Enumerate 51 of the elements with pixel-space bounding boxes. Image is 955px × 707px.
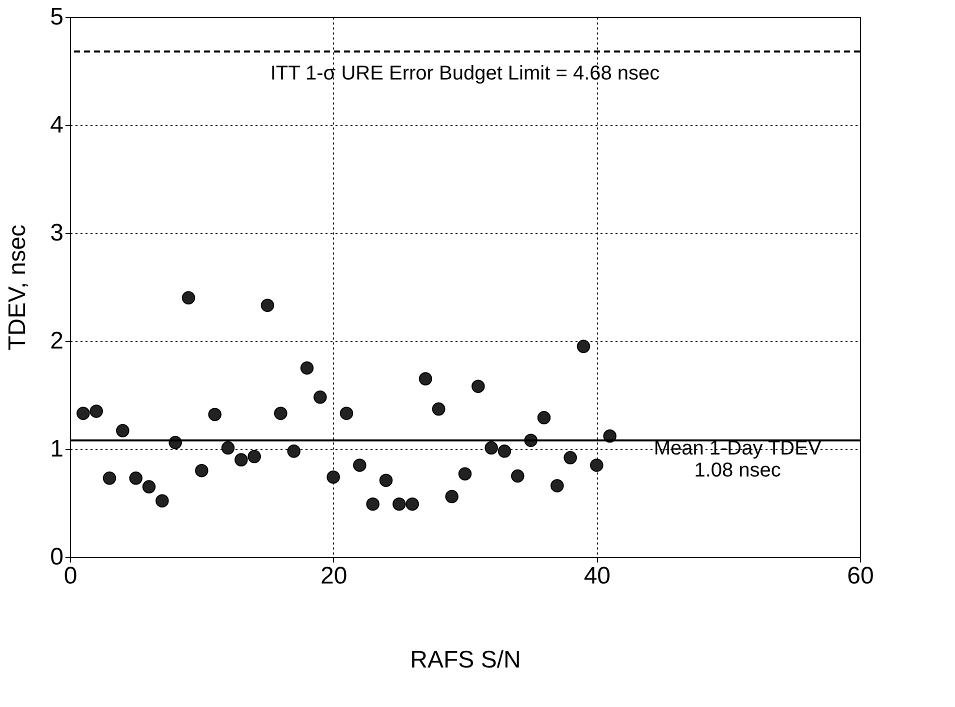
point xyxy=(550,479,564,492)
x-axis-title: RAFS S/N xyxy=(410,646,521,674)
point xyxy=(458,467,472,480)
ref-line-label: ITT 1-σ URE Error Budget Limit = 4.68 nsec xyxy=(270,62,660,85)
point xyxy=(248,450,261,464)
x-tick-label: 60 xyxy=(847,562,874,590)
y-tick-label: 2 xyxy=(50,328,64,354)
point xyxy=(129,472,142,485)
x-tick-label: 20 xyxy=(320,562,348,590)
point xyxy=(445,490,458,504)
point xyxy=(326,470,340,484)
point xyxy=(300,361,314,375)
point xyxy=(102,472,116,485)
point xyxy=(156,494,169,508)
point xyxy=(564,451,577,464)
point xyxy=(287,444,300,458)
point xyxy=(353,458,366,472)
point xyxy=(182,291,196,304)
x-tick-label: 40 xyxy=(584,562,611,590)
point xyxy=(340,406,354,420)
point xyxy=(511,469,524,483)
point xyxy=(472,380,485,393)
point xyxy=(260,298,274,312)
point xyxy=(195,464,208,478)
y-tick-label: 0 xyxy=(50,544,64,570)
point xyxy=(366,497,380,511)
point xyxy=(498,444,512,458)
point xyxy=(379,474,393,487)
point xyxy=(221,441,235,455)
ref-line-label: Mean 1-Day TDEV 1.08 nsec xyxy=(654,437,822,482)
point xyxy=(537,411,551,424)
point xyxy=(576,340,590,354)
y-tick-label: 3 xyxy=(50,220,64,246)
point xyxy=(208,408,222,422)
point xyxy=(406,497,419,511)
point xyxy=(116,424,130,438)
point xyxy=(590,458,604,472)
y-tick-label: 5 xyxy=(50,4,64,30)
point xyxy=(76,406,90,420)
point xyxy=(90,404,103,418)
y-tick-label: 1 xyxy=(50,436,64,462)
point xyxy=(314,390,327,404)
point xyxy=(484,441,498,455)
point xyxy=(392,497,406,511)
point xyxy=(274,406,288,420)
point xyxy=(142,480,156,494)
point xyxy=(418,372,432,386)
point xyxy=(432,402,446,416)
y-tick-label: 4 xyxy=(50,112,64,138)
point xyxy=(234,453,248,466)
y-axis-title: TDEV, nsec xyxy=(4,224,32,350)
